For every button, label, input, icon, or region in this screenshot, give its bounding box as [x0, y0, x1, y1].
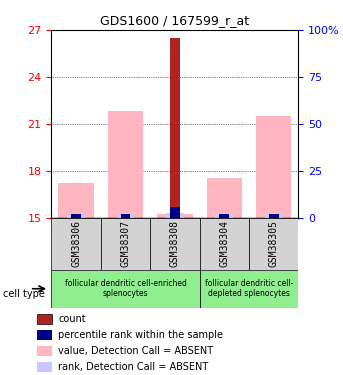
Bar	[269, 214, 279, 217]
FancyBboxPatch shape	[200, 217, 249, 270]
Bar	[170, 207, 180, 218]
Text: GSM38306: GSM38306	[71, 220, 81, 267]
Text: follicular dendritic cell-
depleted splenocytes: follicular dendritic cell- depleted sple…	[205, 279, 293, 298]
Bar	[37, 362, 52, 372]
FancyBboxPatch shape	[150, 217, 200, 270]
Bar	[121, 214, 130, 217]
Text: GSM38307: GSM38307	[120, 220, 131, 267]
Title: GDS1600 / 167599_r_at: GDS1600 / 167599_r_at	[100, 15, 249, 27]
FancyBboxPatch shape	[200, 270, 298, 308]
FancyBboxPatch shape	[249, 217, 298, 270]
Bar	[220, 214, 229, 217]
Bar	[37, 330, 52, 340]
Bar	[265, 213, 283, 217]
Bar	[166, 213, 184, 217]
Bar	[157, 214, 193, 217]
FancyBboxPatch shape	[101, 217, 150, 270]
Text: GSM38304: GSM38304	[219, 220, 229, 267]
Bar	[220, 214, 229, 217]
Bar	[71, 214, 81, 217]
Bar	[67, 213, 85, 217]
Text: follicular dendritic cell-enriched
splenocytes: follicular dendritic cell-enriched splen…	[64, 279, 187, 298]
Bar	[37, 346, 52, 356]
Bar	[170, 38, 180, 218]
Bar	[121, 214, 130, 217]
FancyBboxPatch shape	[51, 217, 101, 270]
Bar	[37, 314, 52, 324]
Text: GSM38305: GSM38305	[269, 220, 279, 267]
Text: rank, Detection Call = ABSENT: rank, Detection Call = ABSENT	[58, 362, 209, 372]
Bar	[269, 214, 279, 217]
Bar	[215, 213, 233, 217]
Text: percentile rank within the sample: percentile rank within the sample	[58, 330, 223, 340]
Bar	[58, 183, 94, 218]
Text: count: count	[58, 314, 86, 324]
Text: GSM38308: GSM38308	[170, 220, 180, 267]
Bar	[206, 178, 242, 218]
Bar	[256, 116, 292, 218]
Text: value, Detection Call = ABSENT: value, Detection Call = ABSENT	[58, 346, 214, 356]
FancyBboxPatch shape	[51, 270, 200, 308]
Bar	[71, 214, 81, 217]
Bar	[108, 111, 143, 218]
Text: cell type: cell type	[3, 290, 45, 299]
Bar	[117, 213, 134, 217]
